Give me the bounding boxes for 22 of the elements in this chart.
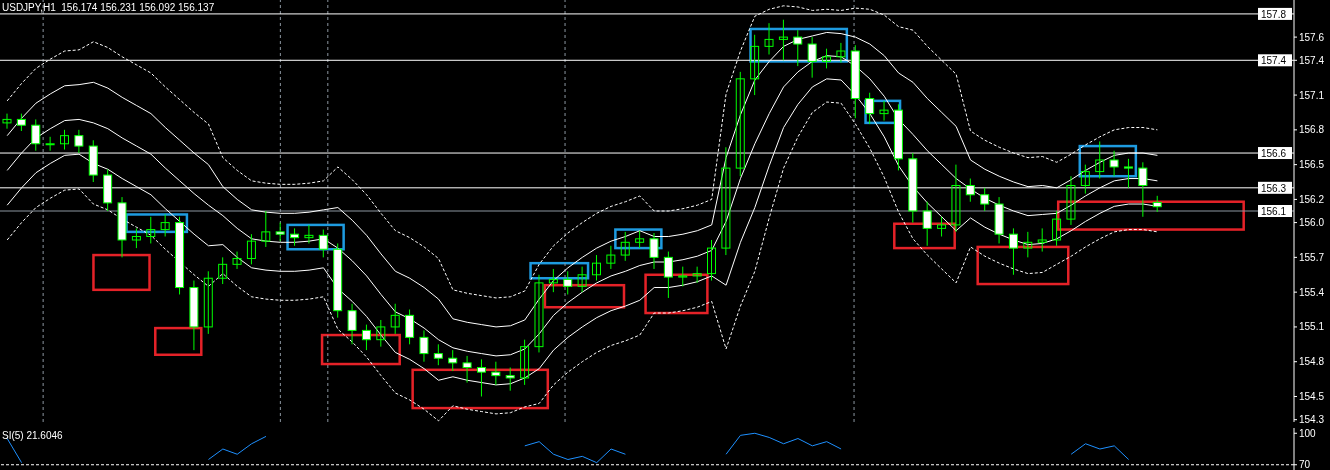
y-tick-label: 157.1 (1299, 89, 1325, 101)
ref-line-label: 156.3 (1261, 182, 1287, 194)
y-tick-label: 155.4 (1299, 286, 1325, 298)
y-tick-label: 156.8 (1299, 124, 1325, 136)
y-tick-label: 154.8 (1299, 356, 1325, 368)
y-tick-label: 155.7 (1299, 251, 1325, 263)
y-tick-label: 154.5 (1299, 391, 1325, 403)
y-tick-label: 156.0 (1299, 217, 1325, 229)
chart-title: USDJPY,H1 156.174 156.231 156.092 156.137 (2, 2, 215, 13)
y-tick-label: 157.6 (1299, 31, 1325, 43)
y-tick-label: 70 (1299, 459, 1311, 470)
y-tick-label: 154.3 (1299, 414, 1325, 426)
y-tick-label: 100 (1299, 427, 1317, 439)
ref-line-label: 157.4 (1261, 55, 1287, 67)
chart-title: SI(5) 21.6046 (2, 430, 63, 441)
ref-line-label: 156.1 (1261, 206, 1287, 217)
y-tick-label: 156.5 (1299, 159, 1325, 171)
ref-line-label: 156.6 (1261, 148, 1287, 160)
ref-line-label: 157.8 (1261, 8, 1287, 20)
y-tick-label: 156.2 (1299, 193, 1325, 205)
y-tick-label: 157.4 (1299, 54, 1325, 66)
y-tick-label: 155.1 (1299, 321, 1325, 333)
